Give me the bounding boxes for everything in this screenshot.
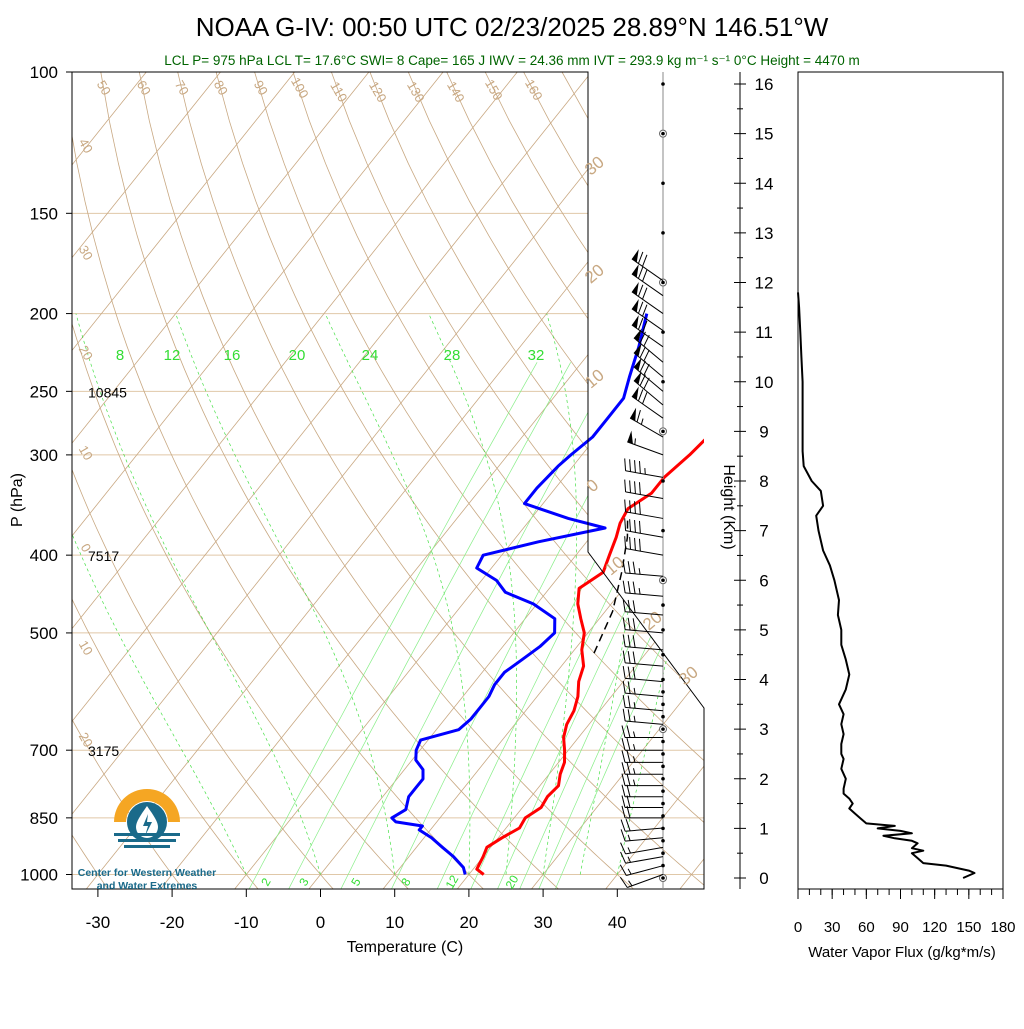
geopotential-height-label: 3175 xyxy=(88,743,119,759)
height-marker-dot xyxy=(661,653,665,657)
height-tick-label: 2 xyxy=(759,770,768,789)
height-marker-dot xyxy=(661,690,665,694)
logo-text-line1: Center for Western Weather xyxy=(78,867,216,879)
height-marker-dot xyxy=(661,181,665,185)
height-tick-label: 11 xyxy=(755,323,773,342)
height-marker-dot xyxy=(661,740,665,744)
pressure-tick-label: 700 xyxy=(30,741,58,760)
pressure-tick-label: 250 xyxy=(30,382,58,401)
temperature-tick-label: 10 xyxy=(385,913,404,932)
height-tick-label: 13 xyxy=(755,224,774,243)
height-marker-dot xyxy=(661,703,665,707)
mixing-ratio-label: 24 xyxy=(362,347,379,364)
mixing-ratio-label: 28 xyxy=(444,347,461,364)
height-tick-label: 10 xyxy=(755,373,774,392)
pressure-tick-label: 200 xyxy=(30,305,58,324)
height-tick-label: 1 xyxy=(759,819,768,838)
mixing-ratio-label: 32 xyxy=(528,347,545,364)
temperature-tick-label: 0 xyxy=(316,913,325,932)
height-marker-dot xyxy=(661,82,665,86)
height-marker-dot xyxy=(661,603,665,607)
height-marker-dot xyxy=(661,231,665,235)
chart-subtitle: LCL P= 975 hPa LCL T= 17.6°C SWI= 8 Cape… xyxy=(164,53,860,68)
height-tick-label: 3 xyxy=(759,720,768,739)
height-marker-dot xyxy=(661,752,665,756)
height-tick-label: 9 xyxy=(759,422,768,441)
wvf-tick-label: 150 xyxy=(956,919,981,936)
logo-wave-3 xyxy=(124,845,170,848)
pressure-tick-label: 300 xyxy=(30,446,58,465)
height-marker-dot xyxy=(661,851,665,855)
height-marker-dot xyxy=(661,802,665,806)
temperature-tick-label: -30 xyxy=(86,913,111,932)
height-marker-dot xyxy=(661,777,665,781)
geopotential-height-label: 7517 xyxy=(88,548,119,564)
chart-title: NOAA G-IV: 00:50 UTC 02/23/2025 28.89°N … xyxy=(196,12,829,42)
height-marker-dot xyxy=(661,430,665,434)
pressure-tick-label: 100 xyxy=(30,63,58,82)
height-tick-label: 12 xyxy=(755,274,774,293)
height-marker-dot xyxy=(661,380,665,384)
mixing-ratio-label: 8 xyxy=(116,347,124,364)
height-marker-dot xyxy=(661,529,665,533)
height-marker-dot xyxy=(661,876,665,880)
logo-wave-2 xyxy=(118,839,176,842)
height-marker-dot xyxy=(661,479,665,483)
height-marker-dot xyxy=(661,814,665,818)
wvf-tick-label: 60 xyxy=(858,919,875,936)
height-marker-dot xyxy=(661,628,665,632)
geopotential-height-label: 10845 xyxy=(88,384,127,400)
mixing-ratio-label: 16 xyxy=(224,347,241,364)
height-tick-label: 4 xyxy=(759,671,768,690)
height-tick-label: 8 xyxy=(759,472,768,491)
height-marker-dot xyxy=(661,715,665,719)
temperature-tick-label: -20 xyxy=(160,913,185,932)
height-marker-dot xyxy=(661,727,665,731)
x-axis-label: Temperature (C) xyxy=(347,939,463,956)
height-tick-label: 5 xyxy=(759,621,768,640)
temperature-tick-label: 30 xyxy=(534,913,553,932)
y-axis-label: P (hPa) xyxy=(9,473,26,527)
pressure-tick-label: 500 xyxy=(30,624,58,643)
height-tick-label: 0 xyxy=(759,869,768,888)
pressure-tick-label: 150 xyxy=(30,204,58,223)
height-tick-label: 6 xyxy=(759,571,768,590)
logo-wave-1 xyxy=(114,833,180,836)
temperature-tick-label: 40 xyxy=(608,913,627,932)
height-axis-label: Height (Km) xyxy=(720,464,737,549)
wvf-x-axis-label: Water Vapor Flux (g/kg*m/s) xyxy=(808,944,996,961)
height-marker-dot xyxy=(661,281,665,285)
height-tick-label: 15 xyxy=(755,125,774,144)
height-marker-dot xyxy=(661,839,665,843)
wvf-tick-label: 90 xyxy=(892,919,909,936)
pressure-tick-label: 400 xyxy=(30,546,58,565)
height-marker-dot xyxy=(661,132,665,136)
wvf-tick-label: 180 xyxy=(990,919,1015,936)
barb-half xyxy=(635,438,636,444)
pressure-tick-label: 1000 xyxy=(20,866,58,885)
height-marker-dot xyxy=(661,578,665,582)
height-marker-dot xyxy=(661,678,665,682)
height-marker-dot xyxy=(661,330,665,334)
height-tick-label: 7 xyxy=(759,522,768,541)
height-tick-label: 16 xyxy=(755,75,774,94)
height-marker-dot xyxy=(661,765,665,769)
wvf-tick-label: 120 xyxy=(922,919,947,936)
mixing-ratio-label: 20 xyxy=(289,347,306,364)
temperature-tick-label: -10 xyxy=(234,913,259,932)
height-marker-dot xyxy=(661,789,665,793)
wvf-tick-label: 0 xyxy=(794,919,802,936)
logo-text-line2: and Water Extremes xyxy=(97,880,198,892)
mixing-ratio-label: 12 xyxy=(164,347,181,364)
pressure-tick-label: 850 xyxy=(30,809,58,828)
height-tick-label: 14 xyxy=(755,174,774,193)
wvf-tick-label: 30 xyxy=(824,919,841,936)
temperature-tick-label: 20 xyxy=(459,913,478,932)
